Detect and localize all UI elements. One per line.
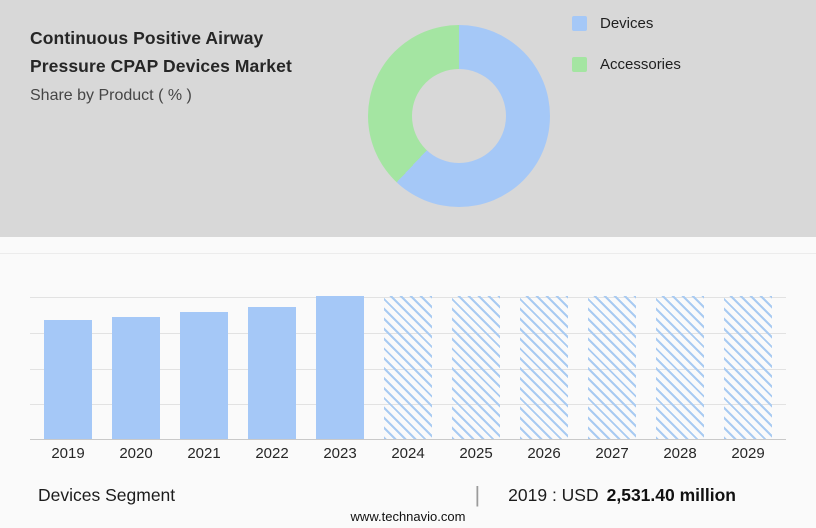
value-separator: | [474, 482, 481, 507]
bar-2023 [316, 296, 364, 439]
devices-swatch-icon [572, 16, 587, 31]
forecast-bar-2026 [520, 296, 568, 439]
legend-item-accessories: Accessories [572, 56, 681, 73]
bars [30, 296, 786, 439]
x-tick-label-2019: 2019 [51, 445, 85, 462]
page-title-line-2: Pressure CPAP Devices Market [30, 56, 292, 76]
value-prefix: 2019 : USD [508, 484, 599, 505]
bar-2020 [112, 317, 160, 439]
accessories-swatch-icon [572, 57, 587, 72]
legend-label-devices: Devices [600, 15, 654, 32]
chart-legend: Devices Accessories [572, 15, 681, 97]
website-url: www.technavio.com [350, 509, 466, 524]
x-tick-label-2021: 2021 [187, 445, 221, 462]
x-tick-label-2027: 2027 [595, 445, 629, 462]
footer-row: Devices Segment | 2019 : USD 2,531.40 mi… [38, 482, 736, 508]
x-tick-label-2020: 2020 [119, 445, 153, 462]
x-tick-label-2024: 2024 [391, 445, 425, 462]
forecast-bar-2025 [452, 296, 500, 439]
x-tick-label-2025: 2025 [459, 445, 493, 462]
x-tick-label-2023: 2023 [323, 445, 357, 462]
donut-chart [368, 25, 550, 207]
bar-2022 [248, 307, 296, 439]
market-forecast-section: 2019 2020 2021 2022 2023 2024 2025 2026 2027 2028… [0, 237, 816, 528]
page-title-line-1: Continuous Positive Airway [30, 28, 264, 48]
x-tick-label-2022: 2022 [255, 445, 289, 462]
forecast-bar-2027 [588, 296, 636, 439]
bar-2019 [44, 320, 92, 439]
legend-label-accessories: Accessories [600, 56, 681, 73]
value-amount: 2,531.40 million [606, 484, 736, 505]
x-axis-labels: 2019 2020 2021 2022 2023 2024 2025 2026 2027 2028… [30, 445, 786, 462]
section-divider [0, 253, 816, 254]
x-tick-label-2029: 2029 [731, 445, 765, 462]
title-block: Continuous Positive Airway Pressure CPAP… [30, 24, 292, 105]
donut-hole [412, 69, 506, 163]
forecast-bar-2024 [384, 296, 432, 439]
value-group: | 2019 : USD 2,531.40 million [474, 482, 736, 508]
legend-item-devices: Devices [572, 15, 681, 32]
forecast-bar-2029 [724, 296, 772, 439]
x-tick-label-2028: 2028 [663, 445, 697, 462]
segment-label: Devices Segment [38, 484, 176, 505]
x-axis-baseline [30, 439, 786, 440]
forecast-bar-2028 [656, 296, 704, 439]
x-tick-label-2026: 2026 [527, 445, 561, 462]
page-subtitle: Share by Product ( % ) [30, 87, 192, 104]
share-by-product-section: Continuous Positive Airway Pressure CPAP… [0, 0, 816, 237]
bar-chart-plot [30, 296, 786, 440]
bar-2021 [180, 311, 228, 439]
